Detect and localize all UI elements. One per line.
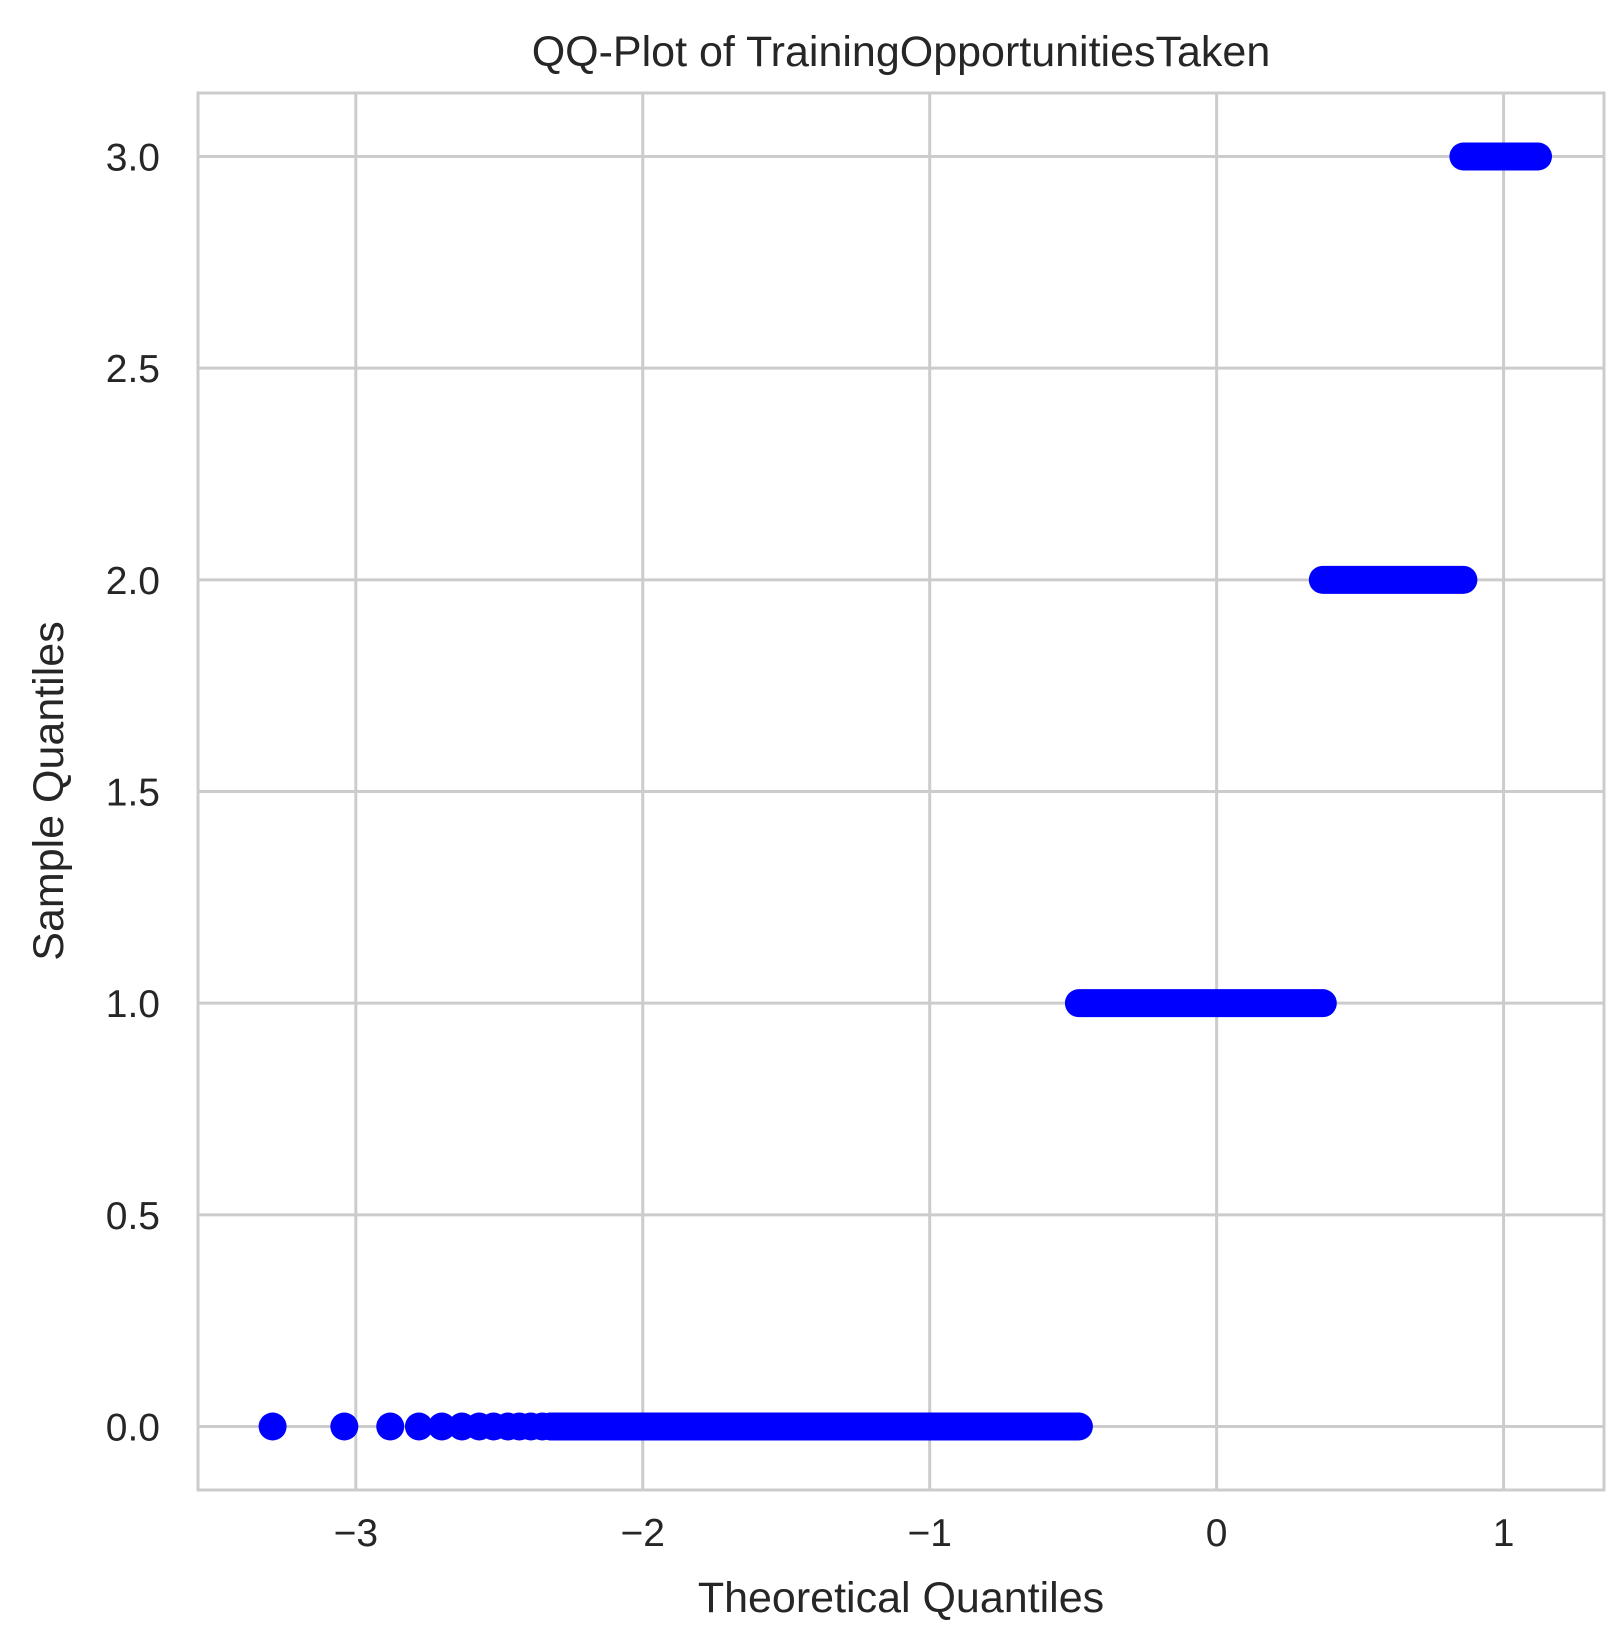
data-point xyxy=(376,1412,405,1441)
data-point xyxy=(427,1412,456,1441)
dense-point-run xyxy=(1449,142,1553,171)
y-tick-label: 0.0 xyxy=(106,1407,160,1450)
y-tick-label: 1.0 xyxy=(106,983,160,1026)
dense-point-run xyxy=(536,1412,1093,1441)
y-tick-label: 1.5 xyxy=(106,772,160,815)
data-point xyxy=(404,1412,433,1441)
y-tick-label: 2.0 xyxy=(106,560,160,603)
chart-title: QQ-Plot of TrainingOpportunitiesTaken xyxy=(532,28,1271,76)
y-tick-label: 3.0 xyxy=(106,137,160,180)
grid-lines xyxy=(198,93,1604,1490)
x-tick-label: −3 xyxy=(334,1512,378,1555)
y-tick-label: 2.5 xyxy=(106,348,160,391)
y-axis-title: Sample Quantiles xyxy=(25,621,73,960)
x-tick-label: 1 xyxy=(1493,1512,1515,1555)
y-tick-label: 0.5 xyxy=(106,1195,160,1238)
dense-point-run xyxy=(1064,989,1337,1018)
x-tick-labels: −3 −2 −1 0 1 xyxy=(334,1512,1515,1555)
x-tick-label: −1 xyxy=(907,1512,951,1555)
data-point xyxy=(330,1412,359,1441)
y-tick-labels: 0.0 0.5 1.0 1.5 2.0 2.5 3.0 xyxy=(106,137,160,1450)
x-tick-label: −2 xyxy=(621,1512,665,1555)
data-points xyxy=(258,142,1553,1441)
x-axis-title: Theoretical Quantiles xyxy=(698,1574,1104,1622)
dense-point-run xyxy=(1308,565,1478,594)
data-point xyxy=(258,1412,287,1441)
x-tick-label: 0 xyxy=(1206,1512,1228,1555)
